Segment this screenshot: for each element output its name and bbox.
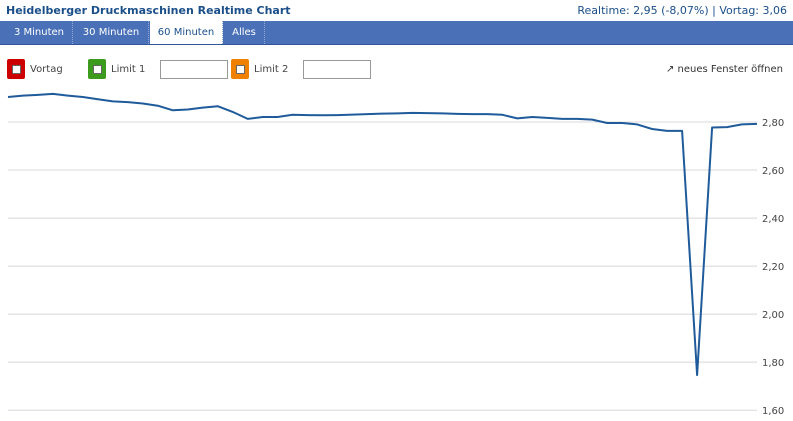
checkbox-label: Limit 2 xyxy=(254,64,289,75)
y-tick-label: 2,40 xyxy=(762,214,784,225)
quote: Realtime: 2,95 (-8,07%) | Vortag: 3,06 xyxy=(577,4,787,17)
checkbox[interactable] xyxy=(7,59,25,79)
tab[interactable]: Alles xyxy=(224,21,265,44)
new-window-link[interactable]: ↗︎ neues Fenster öffnen xyxy=(665,64,783,75)
y-tick-label: 2,80 xyxy=(762,118,784,129)
tab-bar: 3 Minuten 30 Minuten 60 Minuten Alles xyxy=(0,21,793,45)
tab[interactable]: 3 Minuten xyxy=(6,21,73,44)
link-text: neues Fenster öffnen xyxy=(677,64,783,75)
tab-active[interactable]: 60 Minuten xyxy=(150,21,223,44)
y-tick-label: 1,80 xyxy=(762,358,784,369)
checkbox-label: Limit 1 xyxy=(111,64,146,75)
limit-input[interactable] xyxy=(160,60,228,79)
checkbox[interactable] xyxy=(88,59,106,79)
y-tick-label: 2,20 xyxy=(762,262,784,273)
y-tick-label: 2,60 xyxy=(762,166,784,177)
limit-input[interactable] xyxy=(303,60,371,79)
y-tick-label: 1,60 xyxy=(762,406,784,417)
title: Heidelberger Druckmaschinen Realtime Cha… xyxy=(6,4,291,17)
checkbox-label: Vortag xyxy=(30,64,63,75)
price-line xyxy=(7,92,758,377)
checkbox[interactable] xyxy=(231,59,249,79)
y-tick-label: 2,00 xyxy=(762,310,784,321)
tab[interactable]: 30 Minuten xyxy=(74,21,149,44)
